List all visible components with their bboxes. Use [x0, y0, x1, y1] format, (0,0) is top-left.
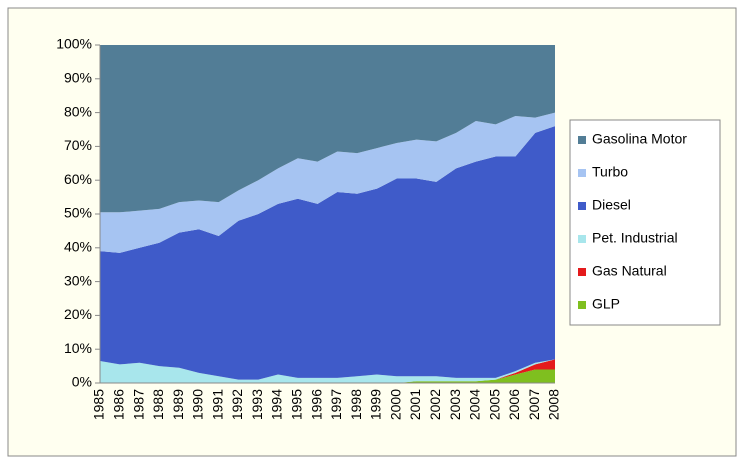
y-tick-label: 80%	[64, 103, 92, 119]
x-tick-label: 1999	[368, 389, 384, 420]
x-tick-label: 2000	[387, 389, 403, 420]
legend-box	[569, 119, 721, 326]
x-tick-label: 2007	[526, 389, 542, 420]
x-tick-label: 1988	[150, 389, 166, 420]
legend-swatch	[578, 301, 586, 309]
legend-label: GLP	[592, 296, 620, 312]
x-tick-label: 1998	[348, 389, 364, 420]
legend-swatch	[578, 136, 586, 144]
x-tick-label: 1996	[308, 389, 324, 420]
x-tick-label: 1989	[170, 389, 186, 420]
x-tick-label: 2004	[467, 389, 483, 420]
y-tick-label: 90%	[64, 70, 92, 86]
y-tick-label: 30%	[64, 272, 92, 288]
x-tick-label: 1986	[110, 389, 126, 420]
legend-swatch	[578, 268, 586, 276]
x-tick-label: 1997	[328, 389, 344, 420]
area	[100, 359, 555, 383]
legend-swatch	[578, 202, 586, 210]
legend-swatch	[578, 235, 586, 243]
y-tick-label: 10%	[64, 340, 92, 356]
x-tick-label: 2001	[407, 389, 423, 420]
x-tick-label: 1993	[249, 389, 265, 420]
area	[100, 112, 555, 253]
legend-label: Pet. Industrial	[592, 230, 678, 246]
y-tick-label: 60%	[64, 171, 92, 187]
x-tick-label: 2005	[486, 389, 502, 420]
area	[100, 126, 555, 380]
x-tick-label: 2008	[546, 389, 562, 420]
area	[100, 45, 555, 213]
x-tick-label: 1990	[190, 389, 206, 420]
x-tick-label: 1992	[229, 389, 245, 420]
x-tick-label: 1994	[269, 389, 285, 420]
legend-label: Gasolina Motor	[592, 131, 687, 147]
x-tick-label: 1987	[130, 389, 146, 420]
y-tick-label: 70%	[64, 137, 92, 153]
legend-label: Gas Natural	[592, 263, 667, 279]
y-tick-label: 0%	[72, 374, 92, 390]
x-tick-label: 2002	[427, 389, 443, 420]
legend-label: Diesel	[592, 197, 631, 213]
x-tick-label: 2003	[447, 389, 463, 420]
y-tick-label: 50%	[64, 205, 92, 221]
area	[100, 369, 555, 383]
y-tick-label: 20%	[64, 306, 92, 322]
x-tick-label: 1985	[91, 389, 107, 420]
y-tick-label: 100%	[56, 36, 92, 52]
y-tick-label: 40%	[64, 239, 92, 255]
x-tick-label: 1991	[209, 389, 225, 420]
legend-swatch	[578, 169, 586, 177]
x-tick-label: 1995	[289, 389, 305, 420]
legend-label: Turbo	[592, 164, 628, 180]
x-tick-label: 2006	[506, 389, 522, 420]
